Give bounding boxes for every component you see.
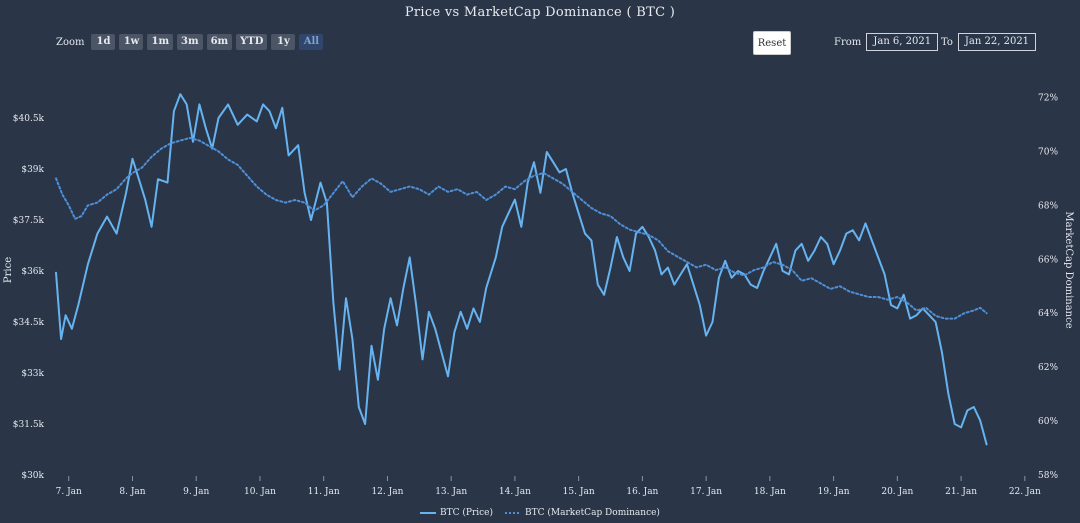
x-tick-label: 14. Jan: [499, 487, 531, 497]
zoom-button-1m[interactable]: 1m: [147, 34, 174, 50]
legend: BTC (Price) BTC (MarketCap Dominance): [0, 508, 1080, 518]
zoom-button-all[interactable]: All: [299, 34, 324, 50]
zoom-bar: Zoom 1d 1w 1m 3m 6m YTD 1y All: [56, 34, 324, 50]
y-axis-right-title: MarketCap Dominance: [1063, 211, 1074, 328]
y-left-tick-label: $39k: [21, 165, 44, 175]
y-left-tick-label: $40.5k: [13, 114, 45, 124]
chart-title: Price vs MarketCap Dominance ( BTC ): [404, 5, 676, 20]
x-tick-label: 7. Jan: [56, 487, 82, 497]
x-tick-label: 9. Jan: [183, 487, 209, 497]
x-tick-label: 13. Jan: [435, 487, 467, 497]
y-right-tick-label: 62%: [1038, 363, 1058, 373]
y-left-tick-label: $36k: [21, 267, 44, 277]
y-axis-left: $30k $31.5k $33k $34.5k $36k $37.5k $39k $40.5k: [13, 114, 45, 481]
zoom-button-1w[interactable]: 1w: [119, 34, 144, 50]
zoom-button-3m[interactable]: 3m: [177, 34, 203, 50]
series-line-price[interactable]: [55, 93, 988, 446]
y-right-tick-label: 58%: [1038, 471, 1058, 481]
zoom-label: Zoom: [56, 36, 85, 48]
y-axis-left-title: Price: [3, 257, 14, 283]
x-tick-label: 21. Jan: [945, 487, 977, 497]
range-from-label: From: [834, 36, 862, 48]
range-to-input[interactable]: Jan 22, 2021: [957, 33, 1037, 51]
y-right-tick-label: 72%: [1038, 93, 1058, 103]
y-left-tick-label: $33k: [21, 369, 44, 379]
y-right-tick-label: 64%: [1038, 309, 1058, 319]
x-tick-label: 15. Jan: [563, 487, 595, 497]
x-tick-label: 8. Jan: [119, 487, 145, 497]
range-from: From Jan 6, 2021: [834, 33, 939, 51]
x-tick-label: 17. Jan: [690, 487, 722, 497]
x-tick-label: 19. Jan: [818, 487, 850, 497]
legend-item-price[interactable]: BTC (Price): [420, 508, 493, 518]
y-left-tick-label: $34.5k: [13, 318, 45, 328]
x-axis: 7. Jan 8. Jan 9. Jan 10. Jan 11. Jan 12. Jan 1…: [56, 476, 1041, 497]
x-tick-label: 22. Jan: [1009, 487, 1041, 497]
reset-zoom-button[interactable]: Reset: [753, 31, 791, 55]
x-tick-label: 18. Jan: [754, 487, 786, 497]
x-tick-label: 12. Jan: [371, 487, 403, 497]
series-line-marketcap-dominance[interactable]: [55, 136, 988, 320]
legend-label-price: BTC (Price): [440, 508, 494, 518]
y-right-tick-label: 68%: [1038, 201, 1058, 211]
x-tick-label: 10. Jan: [244, 487, 276, 497]
y-left-tick-label: $37.5k: [13, 216, 45, 226]
y-axis-right: 58% 60% 62% 64% 66% 68% 70% 72%: [1038, 93, 1058, 481]
range-to-label: To: [941, 36, 953, 48]
legend-label-dominance: BTC (MarketCap Dominance): [525, 508, 660, 518]
y-right-tick-label: 70%: [1038, 147, 1058, 157]
series-layer: [55, 93, 988, 446]
x-tick-label: 20. Jan: [881, 487, 913, 497]
y-right-tick-label: 60%: [1038, 417, 1058, 427]
range-to: To Jan 22, 2021: [941, 33, 1037, 51]
zoom-button-ytd[interactable]: YTD: [236, 34, 268, 50]
x-tick-label: 16. Jan: [626, 487, 658, 497]
y-left-tick-label: $31.5k: [13, 420, 45, 430]
y-right-tick-label: 66%: [1038, 255, 1058, 265]
y-left-tick-label: $30k: [21, 471, 44, 481]
x-tick-label: 11. Jan: [308, 487, 340, 497]
legend-swatch-dotted: [505, 512, 522, 514]
legend-item-dominance[interactable]: BTC (MarketCap Dominance): [505, 508, 660, 518]
zoom-button-1d[interactable]: 1d: [91, 34, 116, 50]
zoom-button-1y[interactable]: 1y: [271, 34, 296, 50]
zoom-button-6m[interactable]: 6m: [206, 34, 233, 50]
range-from-input[interactable]: Jan 6, 2021: [866, 33, 939, 51]
legend-swatch-solid: [420, 512, 437, 514]
